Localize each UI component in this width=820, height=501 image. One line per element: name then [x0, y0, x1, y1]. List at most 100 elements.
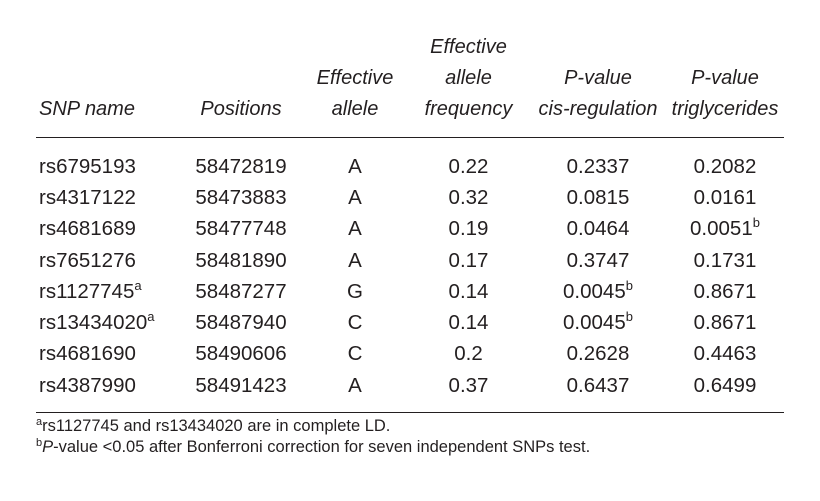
- cell-allele-frequency-text: 0.2: [454, 342, 483, 366]
- cell-snp-name: rs4317122: [36, 182, 179, 213]
- cell-effective-allele: C: [303, 307, 407, 338]
- cell-pvalue-triglycerides: 0.8671: [666, 276, 784, 307]
- cell-snp-name-text: rs7651276: [39, 248, 136, 272]
- cell-pvalue-cis: 0.6437: [530, 370, 666, 413]
- cell-allele-frequency-text: 0.22: [448, 154, 489, 178]
- footnote-marker: a: [134, 277, 142, 293]
- cell-snp-name: rs4387990: [36, 370, 179, 413]
- cell-pvalue-cis: 0.0815: [530, 182, 666, 213]
- cell-effective-allele-text: A: [348, 373, 362, 397]
- cell-pvalue-triglycerides: 0.0161: [666, 182, 784, 213]
- table-row: rs6795193 58472819 A 0.22 0.2337 0.2082: [36, 138, 784, 183]
- cell-allele-frequency-text: 0.17: [448, 248, 489, 272]
- footnote-marker: b: [625, 309, 633, 325]
- cell-pvalue-cis-text: 0.0815: [566, 185, 630, 209]
- snp-table: SNP name Positions Effective allele Effe…: [36, 32, 784, 413]
- table-body: rs6795193 58472819 A 0.22 0.2337 0.2082 rs4317…: [36, 138, 784, 413]
- cell-effective-allele-text: A: [348, 185, 362, 209]
- cell-allele-frequency-text: 0.32: [448, 185, 489, 209]
- cell-effective-allele-text: C: [347, 342, 363, 366]
- header-effective-allele-frequency: Effective allele frequency: [424, 36, 513, 120]
- cell-pvalue-cis-text: 0.0045: [563, 311, 626, 335]
- header-pvalue-triglycerides: P-value triglycerides: [671, 67, 779, 120]
- cell-pvalue-triglycerides-text: 0.0161: [693, 185, 757, 209]
- cell-snp-name: rs1127745a: [36, 276, 179, 307]
- table-row: rs1127745a 58487277 G 0.14 0.0045b 0.8671: [36, 276, 784, 307]
- footnote-marker: b: [752, 215, 760, 231]
- header-pvalue-cis-regulation: P-value cis-regulation: [538, 67, 658, 120]
- cell-position: 58472819: [179, 138, 303, 183]
- table-header: SNP name Positions Effective allele Effe…: [36, 32, 784, 138]
- footnote-a: ars1127745 and rs13434020 are in complet…: [36, 416, 391, 436]
- cell-effective-allele: A: [303, 138, 407, 183]
- cell-allele-frequency: 0.37: [407, 370, 530, 413]
- cell-pvalue-cis: 0.0464: [530, 214, 666, 245]
- footnote-marker: b: [625, 277, 633, 293]
- cell-pvalue-cis: 0.3747: [530, 245, 666, 276]
- cell-position: 58487277: [179, 276, 303, 307]
- cell-position-text: 58472819: [195, 154, 287, 178]
- cell-snp-name: rs4681689: [36, 214, 179, 245]
- cell-pvalue-cis: 0.0045b: [530, 307, 666, 338]
- cell-position: 58473883: [179, 182, 303, 213]
- cell-snp-name: rs4681690: [36, 339, 179, 370]
- cell-pvalue-cis-text: 0.2337: [566, 154, 630, 178]
- cell-effective-allele: A: [303, 182, 407, 213]
- table-row: rs4387990 58491423 A 0.37 0.6437 0.6499: [36, 370, 784, 413]
- cell-position-text: 58473883: [195, 185, 287, 209]
- cell-snp-name: rs7651276: [36, 245, 179, 276]
- cell-effective-allele-text: A: [348, 154, 362, 178]
- cell-position: 58477748: [179, 214, 303, 245]
- cell-position: 58481890: [179, 245, 303, 276]
- cell-pvalue-triglycerides-text: 0.1731: [693, 248, 757, 272]
- footnote-b: bP-value <0.05 after Bonferroni correcti…: [36, 437, 591, 457]
- cell-allele-frequency: 0.19: [407, 214, 530, 245]
- cell-effective-allele-text: A: [348, 217, 362, 241]
- cell-allele-frequency: 0.2: [407, 339, 530, 370]
- cell-pvalue-triglycerides-text: 0.4463: [693, 342, 757, 366]
- cell-pvalue-cis: 0.2628: [530, 339, 666, 370]
- cell-position: 58490606: [179, 339, 303, 370]
- cell-allele-frequency-text: 0.14: [448, 311, 489, 335]
- cell-position-text: 58481890: [195, 248, 287, 272]
- cell-pvalue-cis-text: 0.0045: [563, 279, 626, 303]
- cell-pvalue-triglycerides-text: 0.0051: [690, 217, 753, 241]
- footnotes: ars1127745 and rs13434020 are in complet…: [36, 416, 590, 458]
- header-positions: Positions: [200, 98, 282, 120]
- cell-pvalue-triglycerides-text: 0.8671: [693, 279, 757, 303]
- cell-effective-allele: A: [303, 370, 407, 413]
- cell-effective-allele: G: [303, 276, 407, 307]
- table-row: rs4681690 58490606 C 0.2 0.2628 0.4463: [36, 339, 784, 370]
- cell-pvalue-cis-text: 0.6437: [566, 373, 630, 397]
- cell-allele-frequency: 0.32: [407, 182, 530, 213]
- cell-pvalue-triglycerides: 0.0051b: [666, 214, 784, 245]
- table-row: rs7651276 58481890 A 0.17 0.3747 0.1731: [36, 245, 784, 276]
- cell-pvalue-cis: 0.0045b: [530, 276, 666, 307]
- cell-effective-allele: A: [303, 245, 407, 276]
- cell-snp-name-text: rs4681689: [39, 217, 136, 241]
- cell-position: 58491423: [179, 370, 303, 413]
- cell-effective-allele-text: A: [348, 248, 362, 272]
- cell-snp-name: rs13434020a: [36, 307, 179, 338]
- cell-position-text: 58487277: [195, 279, 287, 303]
- cell-pvalue-triglycerides: 0.4463: [666, 339, 784, 370]
- cell-allele-frequency: 0.17: [407, 245, 530, 276]
- cell-pvalue-triglycerides-text: 0.8671: [693, 311, 757, 335]
- cell-allele-frequency-text: 0.19: [448, 217, 489, 241]
- cell-snp-name-text: rs4317122: [39, 185, 136, 209]
- cell-pvalue-cis: 0.2337: [530, 138, 666, 183]
- footnote-marker: a: [147, 309, 155, 325]
- cell-position-text: 58477748: [195, 217, 287, 241]
- cell-allele-frequency: 0.14: [407, 276, 530, 307]
- header-snp-name: SNP name: [39, 98, 135, 120]
- cell-allele-frequency-text: 0.14: [448, 279, 489, 303]
- cell-position-text: 58491423: [195, 373, 287, 397]
- table-row: rs13434020a 58487940 C 0.14 0.0045b 0.8671: [36, 307, 784, 338]
- cell-allele-frequency-text: 0.37: [448, 373, 489, 397]
- cell-pvalue-triglycerides: 0.1731: [666, 245, 784, 276]
- cell-pvalue-triglycerides-text: 0.6499: [693, 373, 757, 397]
- cell-snp-name-text: rs4681690: [39, 342, 136, 366]
- snp-table-container: SNP name Positions Effective allele Effe…: [36, 32, 784, 413]
- cell-position-text: 58487940: [195, 311, 287, 335]
- cell-allele-frequency: 0.22: [407, 138, 530, 183]
